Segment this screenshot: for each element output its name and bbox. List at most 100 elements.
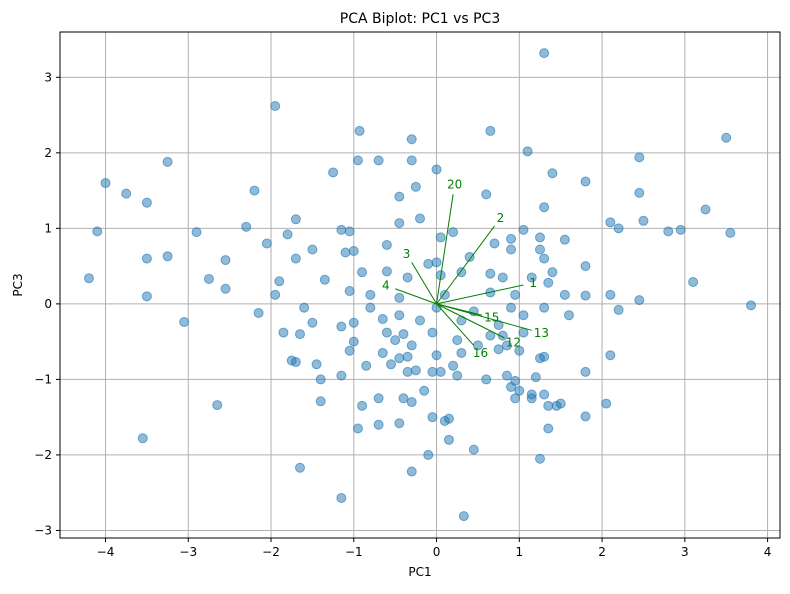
x-tick-label: 2 (598, 545, 606, 559)
data-point (535, 244, 545, 255)
data-point (270, 101, 281, 112)
data-point (162, 251, 173, 262)
x-tick-label: −3 (179, 545, 197, 559)
data-point (634, 295, 645, 306)
data-point (394, 353, 405, 364)
data-point (299, 302, 310, 313)
data-point (559, 234, 570, 245)
data-point (361, 360, 372, 371)
loading-label: 3 (403, 247, 411, 261)
data-point (539, 389, 550, 400)
data-point (489, 238, 500, 249)
y-tick-label: 3 (44, 70, 52, 84)
data-point (348, 246, 359, 257)
data-point (357, 400, 368, 411)
data-point (456, 267, 467, 278)
data-point (344, 345, 355, 356)
data-point (427, 412, 438, 423)
loading-label: 20 (447, 177, 462, 191)
data-point (191, 227, 202, 238)
data-point (336, 321, 347, 332)
data-point (431, 164, 442, 175)
data-point (443, 413, 454, 424)
loading-arrow (411, 262, 437, 305)
data-point (344, 286, 355, 297)
data-point (448, 227, 459, 238)
data-point (319, 274, 330, 285)
data-point (526, 272, 537, 283)
data-point (406, 155, 417, 166)
loading-arrow (436, 303, 505, 339)
data-point (415, 213, 425, 224)
data-point (373, 419, 384, 430)
data-point (443, 434, 454, 445)
x-tick-label: 0 (433, 545, 441, 559)
data-point (580, 411, 591, 422)
data-point (394, 310, 405, 321)
data-point (307, 317, 318, 328)
data-point (510, 393, 521, 404)
loading-label: 1 (529, 276, 537, 290)
data-point (203, 273, 214, 284)
data-point (336, 492, 347, 503)
data-point (493, 320, 504, 331)
data-point (559, 289, 570, 300)
y-tick-label: 1 (44, 221, 52, 235)
y-tick-label: −3 (34, 523, 52, 537)
y-tick-label: −1 (34, 372, 52, 386)
data-point (282, 229, 293, 240)
data-point (137, 433, 148, 444)
loading-label: 16 (473, 346, 488, 360)
data-point (458, 511, 469, 522)
data-point (634, 152, 645, 163)
data-point (344, 226, 355, 237)
data-point (431, 350, 442, 361)
loading-label: 15 (484, 311, 499, 325)
data-point (406, 397, 417, 408)
data-point (377, 347, 388, 358)
data-point (354, 125, 365, 136)
data-point (83, 273, 94, 284)
data-point (539, 253, 550, 264)
data-point (423, 449, 434, 460)
data-point (373, 393, 384, 404)
data-point (497, 272, 508, 283)
data-point (725, 227, 736, 238)
data-point (514, 385, 525, 396)
data-point (456, 347, 467, 358)
data-point (721, 132, 732, 143)
x-tick-label: 3 (681, 545, 689, 559)
data-point (688, 276, 699, 287)
data-point (340, 247, 351, 258)
x-tick-label: −4 (97, 545, 115, 559)
data-point (547, 267, 558, 278)
data-point (485, 125, 496, 136)
loading-label: 2 (497, 211, 505, 225)
data-point (535, 453, 545, 464)
data-point (261, 238, 272, 249)
data-point (506, 302, 517, 313)
data-point (398, 393, 409, 404)
data-point (373, 155, 384, 166)
data-point (427, 327, 438, 338)
data-point (605, 217, 616, 228)
data-point (448, 360, 459, 371)
data-point (555, 398, 566, 409)
data-point (452, 335, 463, 346)
x-tick-label: −1 (345, 545, 363, 559)
data-point (381, 327, 392, 338)
data-point (530, 372, 541, 383)
data-point (675, 224, 686, 235)
data-point (423, 258, 434, 269)
data-point (100, 178, 111, 189)
data-point (580, 366, 591, 377)
data-point (295, 462, 305, 473)
data-point (398, 329, 409, 340)
data-point (746, 300, 757, 311)
data-point (381, 239, 392, 250)
data-point (563, 310, 574, 321)
